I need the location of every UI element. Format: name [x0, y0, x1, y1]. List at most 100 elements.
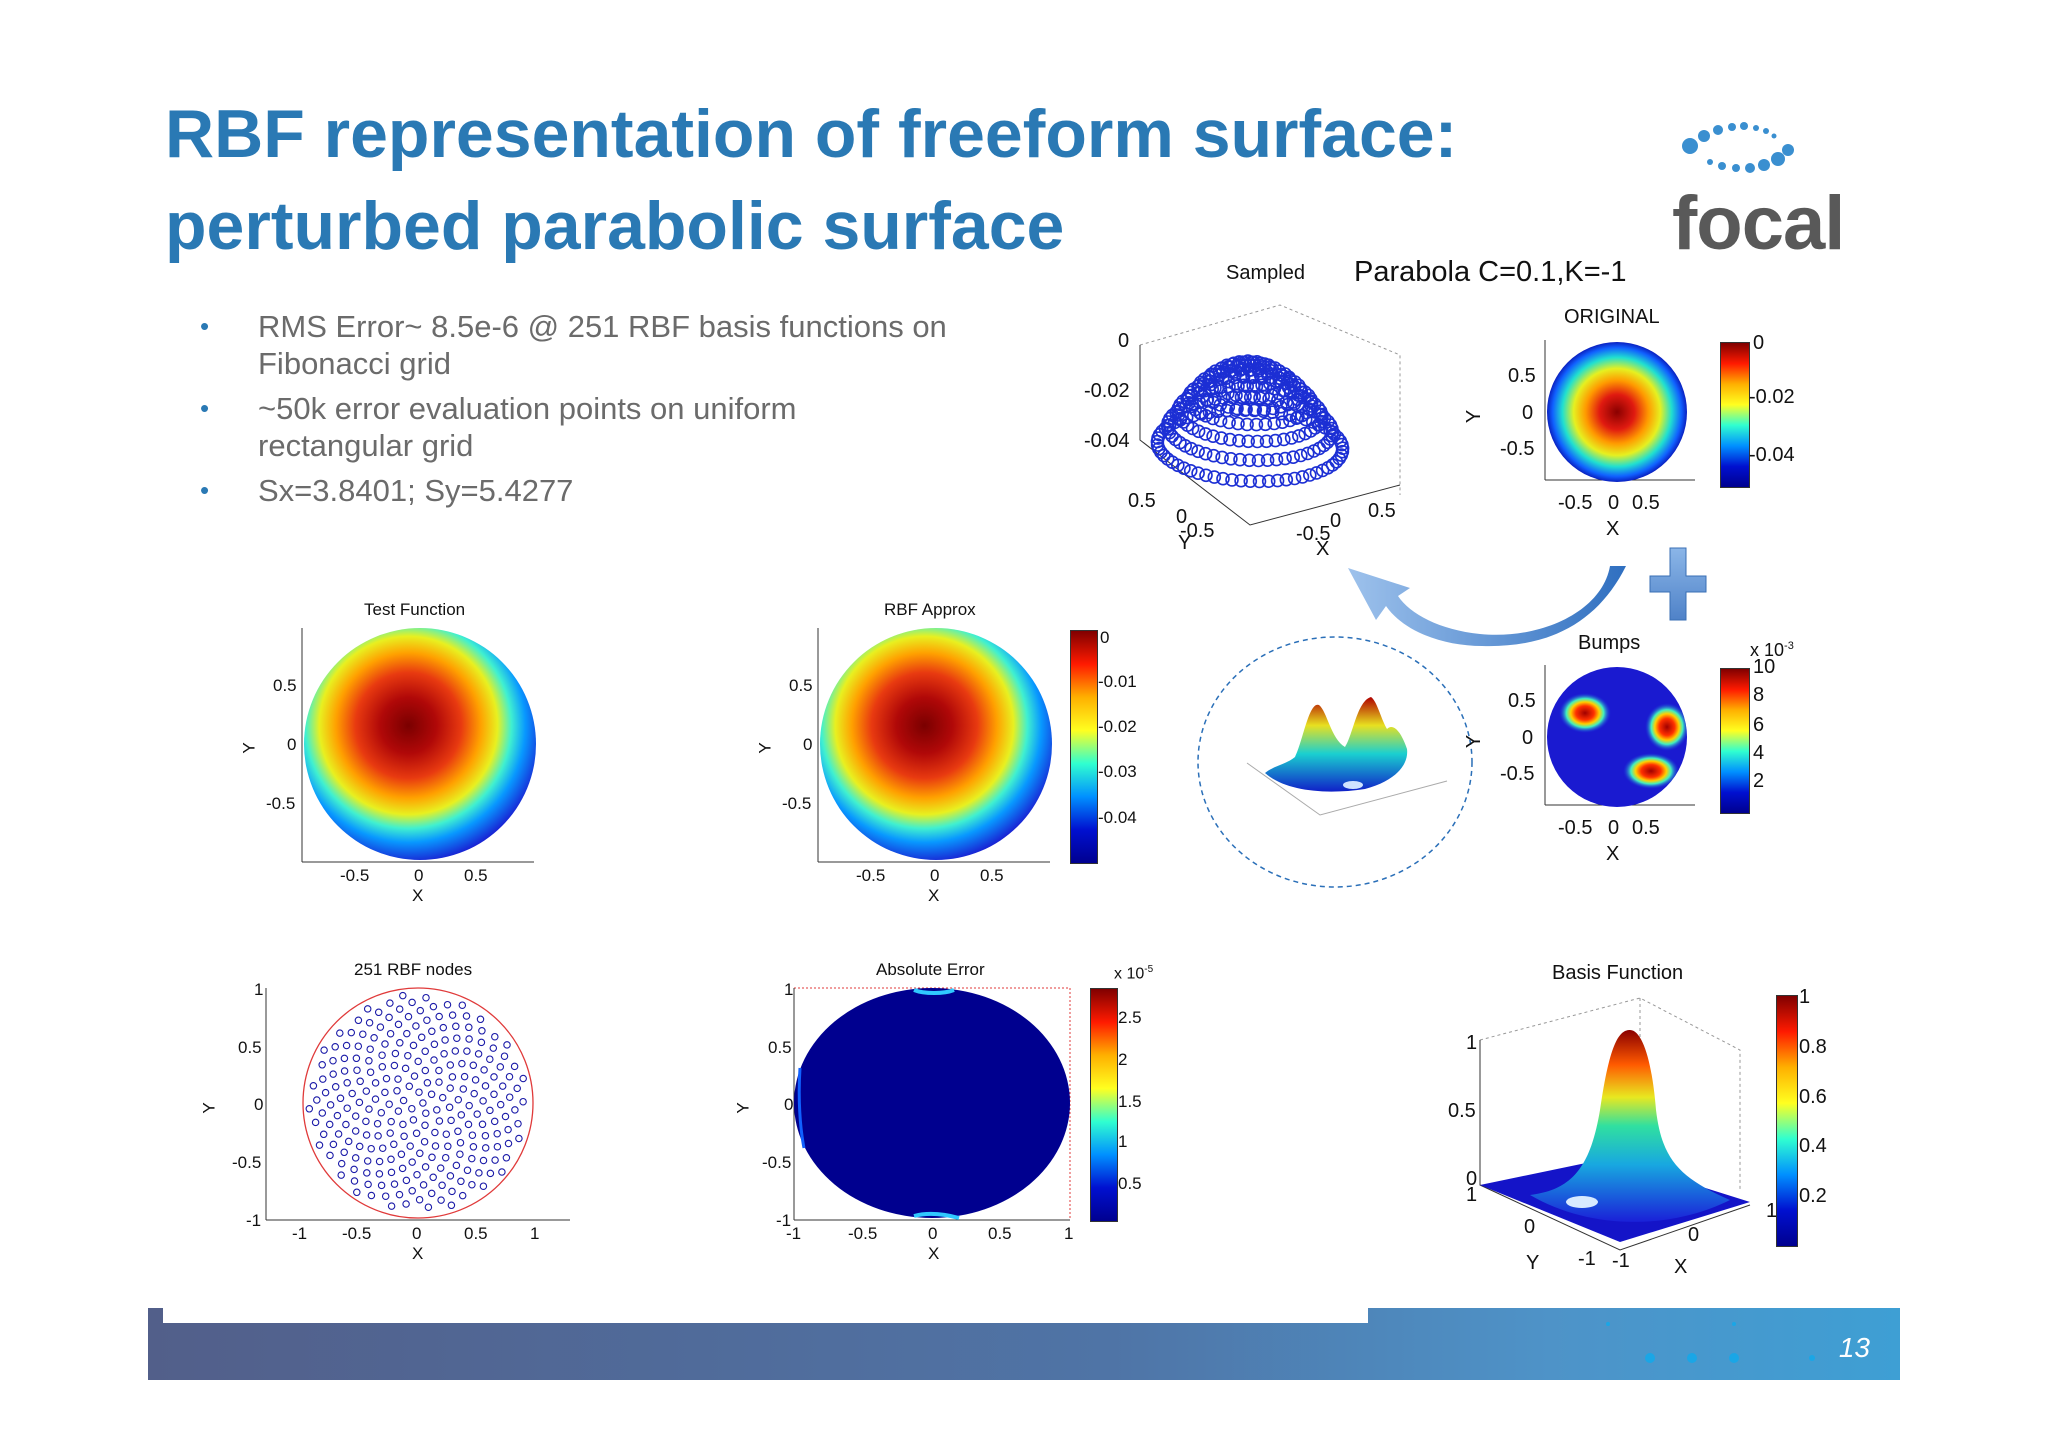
sample-point [1234, 473, 1248, 488]
basis-ytick: 0 [1524, 1216, 1536, 1238]
bullet-item: • ~50k error evaluation points on uniform… [200, 391, 797, 463]
original-xtick: -0.5 [1558, 492, 1593, 514]
nodes-xtick: 0 [412, 1224, 422, 1243]
error-xtick: 0.5 [988, 1224, 1012, 1243]
sample-point [1283, 408, 1297, 422]
rbf-node [416, 1149, 424, 1158]
sample-point [1261, 474, 1276, 488]
rbf-node [370, 1034, 378, 1042]
rbf-node [413, 1170, 421, 1179]
error-cbar-scale: x 10-5 [1114, 964, 1154, 983]
rbf-node [403, 1029, 411, 1038]
rbf-node [419, 1099, 427, 1107]
sample-point [1303, 468, 1317, 482]
sample-point [1225, 473, 1239, 487]
rbf-node [475, 1169, 483, 1177]
rbf-node [376, 1023, 385, 1031]
rbf-node [470, 1089, 478, 1098]
rbf-node [367, 1191, 376, 1200]
rbf-node [355, 1142, 364, 1151]
rbf-node [427, 1090, 436, 1099]
basis-cbar-tick: 0.8 [1799, 1036, 1827, 1058]
sample-point [1232, 433, 1246, 448]
basis-cbar-tick: 0.6 [1799, 1086, 1827, 1108]
rbf-nodes-plot [265, 987, 570, 1221]
original-cbar-tick: 0 [1753, 332, 1765, 354]
bumps-cbar-tick: 10 [1753, 656, 1776, 678]
approx-xlabel: X [928, 886, 940, 905]
rbf-node [381, 1192, 390, 1200]
rbf-node [337, 1171, 345, 1179]
approx-ytick: -0.5 [782, 794, 812, 813]
sample-point [1298, 412, 1313, 427]
rbf-node [401, 1064, 410, 1073]
sample-point [1187, 408, 1201, 423]
rbf-node [422, 1109, 430, 1117]
rbf-node [350, 1177, 359, 1185]
rbf-node [448, 1187, 456, 1196]
nodes-ytick: -1 [246, 1211, 262, 1230]
rbf-node [342, 1120, 350, 1129]
rbf-node [337, 1159, 346, 1168]
rbf-node [405, 1082, 414, 1091]
rbf-nodes-title: 251 RBF nodes [354, 960, 473, 979]
error-xtick: -1 [786, 1224, 802, 1243]
rbf-node [387, 1155, 395, 1164]
rbf-node [350, 1165, 358, 1174]
rbf-node [385, 1013, 393, 1022]
rbf-node [371, 1095, 380, 1103]
rbf-node [325, 1120, 334, 1129]
rbf-node [409, 1116, 418, 1124]
rbf-node [343, 1104, 351, 1112]
sample-point [1206, 448, 1221, 463]
rbf-node [429, 1173, 437, 1182]
original-ytick: 0.5 [1508, 365, 1536, 387]
rbf-node [394, 1020, 403, 1029]
rbf-node [366, 1068, 375, 1076]
abs-error-title: Absolute Error [876, 960, 985, 979]
rbf-node [452, 1161, 461, 1170]
rbf-node [457, 1177, 465, 1186]
rbf-node [476, 1015, 485, 1024]
sampled-ztick: 0 [1118, 330, 1130, 352]
rbf-node [502, 1154, 511, 1162]
error-ylabel: Y [733, 1102, 753, 1114]
rbf-node [334, 1130, 343, 1138]
sample-point [1271, 393, 1285, 407]
sample-point [1225, 390, 1240, 405]
rbf-node [362, 1117, 370, 1126]
rbf-node [363, 1005, 372, 1013]
rbf-node [446, 1061, 455, 1069]
bumps-cbar-tick: 2 [1753, 770, 1765, 792]
rbf-node [421, 1047, 429, 1056]
sample-point [1292, 429, 1306, 443]
rbf-node [402, 1200, 410, 1208]
rbf-node [311, 1118, 320, 1127]
rbf-node [321, 1088, 330, 1097]
rbf-node [365, 1018, 374, 1027]
rbf-node [412, 1129, 421, 1138]
nodes-xtick: -1 [292, 1224, 308, 1243]
rbf-node [378, 1144, 387, 1152]
sample-point [1215, 450, 1229, 465]
rbf-node [374, 1008, 383, 1017]
sampled-title: Sampled [1226, 262, 1305, 284]
rbf-node [381, 1088, 389, 1097]
rbf-node [410, 1072, 419, 1080]
approx-colorbar [1070, 630, 1098, 864]
error-cbar-tick: 1.5 [1118, 1092, 1142, 1111]
rbf-node [423, 1016, 431, 1024]
rbf-node [469, 1143, 478, 1151]
rbf-node [387, 1202, 396, 1210]
rbf-node [340, 1067, 349, 1075]
bumps-ytick: 0 [1522, 727, 1534, 749]
sample-point [1315, 463, 1330, 478]
sample-point [1295, 470, 1310, 484]
sample-point [1258, 417, 1273, 432]
rbf-node [351, 1127, 360, 1135]
rbf-node [514, 1119, 522, 1128]
rbf-node [511, 1106, 519, 1114]
rbf-node [382, 1074, 391, 1083]
sample-point [1199, 468, 1213, 483]
rbf-node [469, 1061, 478, 1070]
